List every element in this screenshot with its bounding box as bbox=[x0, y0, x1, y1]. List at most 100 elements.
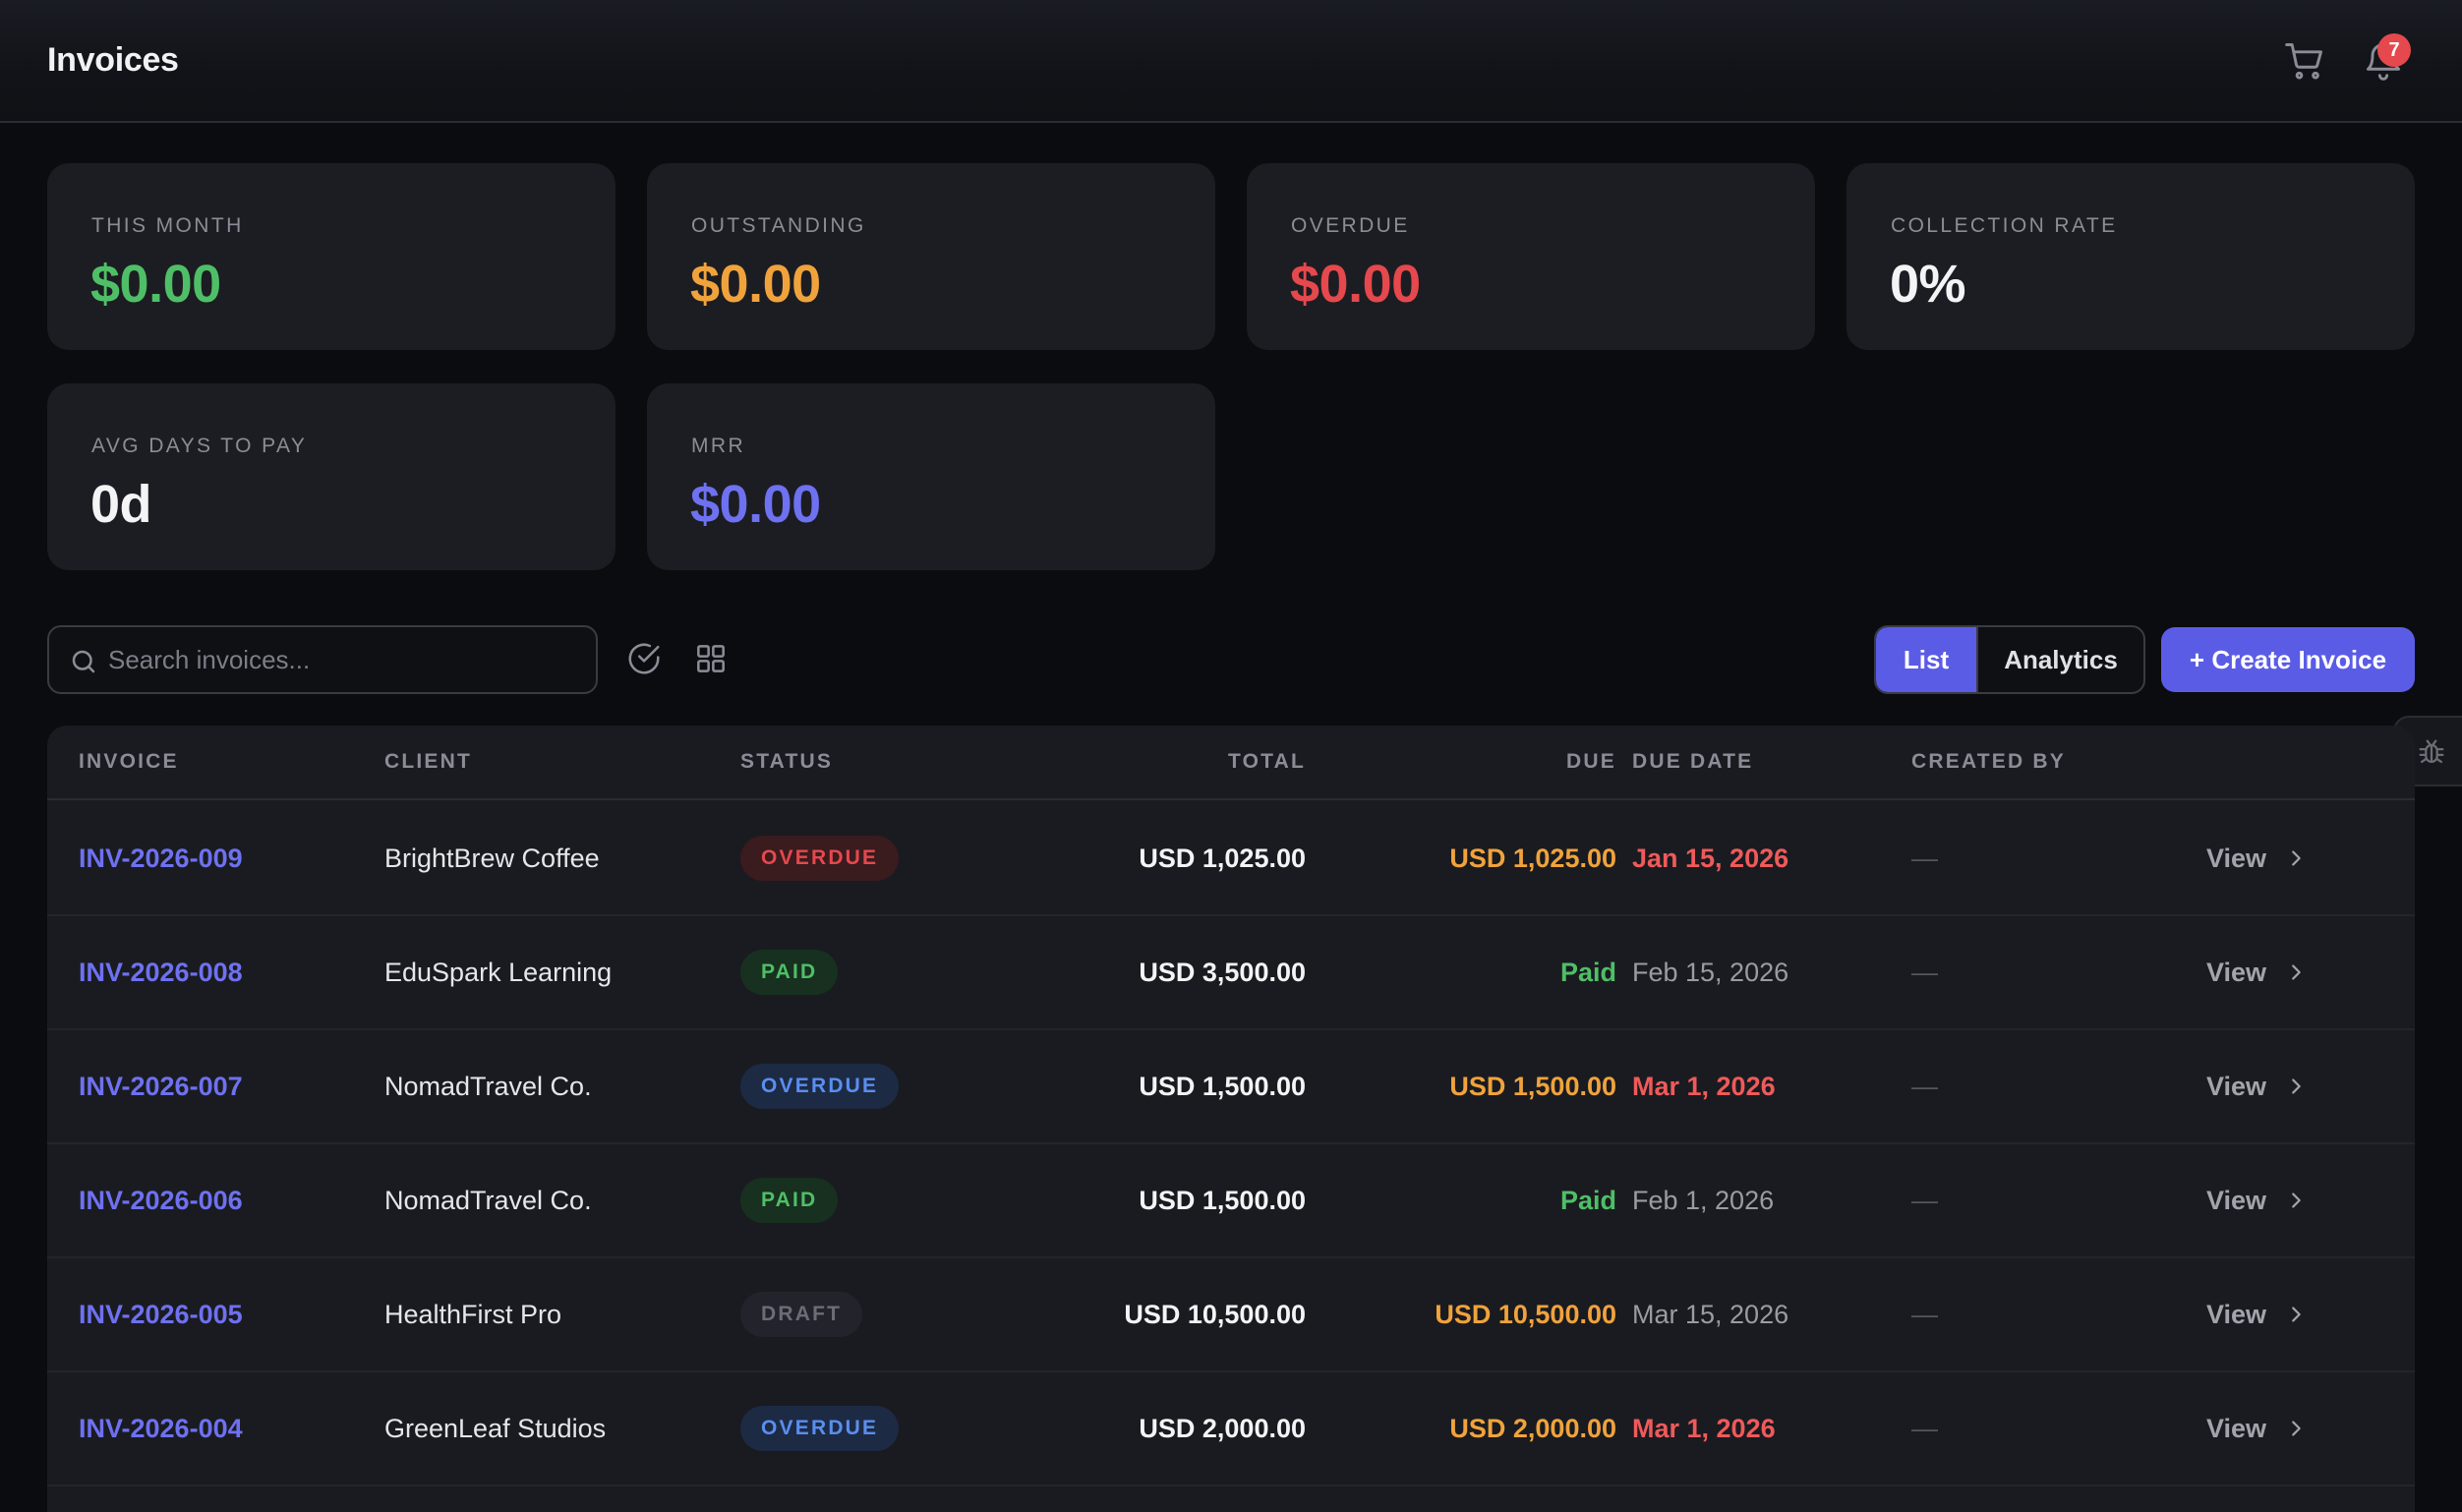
created-by: — bbox=[1911, 1186, 1938, 1215]
created-by: — bbox=[1911, 1414, 1938, 1443]
stat-label: OVERDUE bbox=[1291, 214, 1410, 237]
client-name: HealthFirst Pro bbox=[384, 1300, 562, 1329]
table-row[interactable]: INV-2026-008 EduSpark Learning PAID USD 3,5… bbox=[47, 916, 2415, 1030]
created-by: — bbox=[1911, 1300, 1938, 1329]
created-by: — bbox=[1911, 843, 1938, 873]
client-name: GreenLeaf Studios bbox=[384, 1414, 607, 1443]
due-date: Feb 15, 2026 bbox=[1632, 958, 1789, 987]
chevron-right-icon bbox=[2292, 1192, 2301, 1208]
status-badge: OVERDUE bbox=[740, 836, 900, 881]
chevron-right-icon bbox=[2292, 1307, 2301, 1322]
search-icon bbox=[72, 650, 95, 673]
status-badge: PAID bbox=[740, 950, 839, 995]
bug-icon bbox=[2419, 739, 2444, 764]
column-header-due-date[interactable]: DUE DATE bbox=[1632, 750, 1754, 773]
view-analytics-button[interactable]: Analytics bbox=[1976, 627, 2143, 692]
stat-value: $0.00 bbox=[90, 255, 221, 314]
table-header: INVOICE CLIENT STATUS TOTAL DUE DUE DATE… bbox=[47, 726, 2415, 800]
stat-value: $0.00 bbox=[690, 475, 821, 534]
status-badge: OVERDUE bbox=[740, 1406, 900, 1451]
stat-value: 0d bbox=[90, 475, 152, 534]
table-row[interactable]: INV-2026-007 NomadTravel Co. OVERDUE USD 1,… bbox=[47, 1030, 2415, 1144]
created-by: — bbox=[1911, 1072, 1938, 1101]
chevron-right-icon bbox=[2292, 850, 2301, 866]
status-badge: DRAFT bbox=[740, 1292, 863, 1337]
amount-due: Paid bbox=[1559, 1186, 1616, 1215]
created-by: — bbox=[1911, 958, 1938, 987]
due-date: Mar 1, 2026 bbox=[1632, 1072, 1776, 1101]
invoice-number-link[interactable]: INV-2026-007 bbox=[79, 1072, 243, 1101]
grid-view-icon[interactable] bbox=[692, 640, 730, 677]
view-invoice-button[interactable]: View bbox=[2206, 1414, 2267, 1443]
amount-due: USD 10,500.00 bbox=[1435, 1300, 1616, 1329]
create-invoice-button[interactable]: + Create Invoice bbox=[2161, 627, 2415, 692]
column-header-total[interactable]: TOTAL bbox=[1227, 750, 1306, 773]
stat-value: $0.00 bbox=[690, 255, 821, 314]
stat-card-collection-rate: COLLECTION RATE 0% bbox=[1846, 163, 2415, 350]
chevron-right-icon bbox=[2292, 964, 2301, 980]
client-name: BrightBrew Coffee bbox=[384, 843, 600, 873]
view-invoice-button[interactable]: View bbox=[2206, 1300, 2267, 1329]
search-input[interactable] bbox=[108, 629, 580, 690]
due-date: Feb 1, 2026 bbox=[1632, 1186, 1775, 1215]
column-header-created-by[interactable]: CREATED BY bbox=[1911, 750, 2066, 773]
chevron-right-icon bbox=[2292, 1078, 2301, 1094]
notification-badge: 7 bbox=[2377, 33, 2411, 67]
stat-value: 0% bbox=[1890, 255, 1966, 314]
stat-card-outstanding: OUTSTANDING $0.00 bbox=[647, 163, 1215, 350]
stat-value: $0.00 bbox=[1290, 255, 1421, 314]
status-badge: OVERDUE bbox=[740, 1064, 900, 1109]
top-bar: Invoices 7 bbox=[0, 0, 2462, 123]
select-mode-icon[interactable] bbox=[625, 640, 663, 677]
stat-label: AVG DAYS TO PAY bbox=[91, 435, 308, 457]
invoice-total: USD 1,025.00 bbox=[1139, 843, 1306, 873]
page-title: Invoices bbox=[47, 41, 179, 79]
amount-due: USD 2,000.00 bbox=[1449, 1414, 1616, 1443]
invoice-total: USD 10,500.00 bbox=[1124, 1300, 1306, 1329]
invoice-number-link[interactable]: INV-2026-009 bbox=[79, 843, 243, 873]
table-row[interactable]: INV-2026-004 GreenLeaf Studios OVERDUE USD … bbox=[47, 1372, 2415, 1486]
stat-card-mrr: MRR $0.00 bbox=[647, 383, 1215, 570]
invoice-number-link[interactable]: INV-2026-008 bbox=[79, 958, 243, 987]
amount-due: Paid bbox=[1559, 958, 1616, 987]
column-header-client[interactable]: CLIENT bbox=[384, 750, 473, 773]
view-list-button[interactable]: List bbox=[1876, 627, 1976, 692]
invoice-number-link[interactable]: INV-2026-005 bbox=[79, 1300, 243, 1329]
stat-card-this-month: THIS MONTH $0.00 bbox=[47, 163, 616, 350]
stat-label: COLLECTION RATE bbox=[1891, 214, 2118, 237]
stat-card-avg-days: AVG DAYS TO PAY 0d bbox=[47, 383, 616, 570]
view-invoice-button[interactable]: View bbox=[2206, 958, 2267, 987]
invoice-number-link[interactable]: INV-2026-004 bbox=[79, 1414, 243, 1443]
view-toggle: List Analytics bbox=[1874, 625, 2145, 694]
stat-label: MRR bbox=[691, 435, 746, 457]
table-row[interactable]: INV-2026-005 HealthFirst Pro DRAFT USD 10,5… bbox=[47, 1258, 2415, 1372]
column-header-invoice[interactable]: INVOICE bbox=[79, 750, 179, 773]
view-invoice-button[interactable]: View bbox=[2206, 1072, 2267, 1101]
view-invoice-button[interactable]: View bbox=[2206, 843, 2267, 873]
stat-label: OUTSTANDING bbox=[691, 214, 866, 237]
table-row[interactable]: INV-2026-009 BrightBrew Coffee OVERDUE USD … bbox=[47, 802, 2415, 916]
client-name: EduSpark Learning bbox=[384, 958, 613, 987]
client-name: NomadTravel Co. bbox=[384, 1072, 592, 1101]
amount-due: USD 1,500.00 bbox=[1449, 1072, 1616, 1101]
due-date: Mar 15, 2026 bbox=[1632, 1300, 1789, 1329]
amount-due: USD 1,025.00 bbox=[1449, 843, 1616, 873]
invoice-total: USD 3,500.00 bbox=[1139, 958, 1306, 987]
status-badge: PAID bbox=[740, 1178, 839, 1223]
invoice-total: USD 1,500.00 bbox=[1139, 1186, 1306, 1215]
column-header-status[interactable]: STATUS bbox=[740, 750, 834, 773]
search-box bbox=[47, 625, 598, 694]
stat-card-overdue: OVERDUE $0.00 bbox=[1247, 163, 1815, 350]
stat-label: THIS MONTH bbox=[91, 214, 244, 237]
invoices-table: INVOICE CLIENT STATUS TOTAL DUE DUE DATE… bbox=[47, 726, 2415, 1512]
cart-icon[interactable] bbox=[2283, 39, 2326, 83]
invoice-number-link[interactable]: INV-2026-006 bbox=[79, 1186, 243, 1215]
chevron-right-icon bbox=[2292, 1421, 2301, 1436]
column-header-due[interactable]: DUE bbox=[1566, 750, 1616, 773]
invoice-total: USD 1,500.00 bbox=[1139, 1072, 1306, 1101]
table-row[interactable]: INV-2026-006 NomadTravel Co. PAID USD 1,500… bbox=[47, 1144, 2415, 1258]
due-date: Mar 1, 2026 bbox=[1632, 1414, 1776, 1443]
client-name: NomadTravel Co. bbox=[384, 1186, 592, 1215]
view-invoice-button[interactable]: View bbox=[2206, 1186, 2267, 1215]
due-date: Jan 15, 2026 bbox=[1632, 843, 1789, 873]
